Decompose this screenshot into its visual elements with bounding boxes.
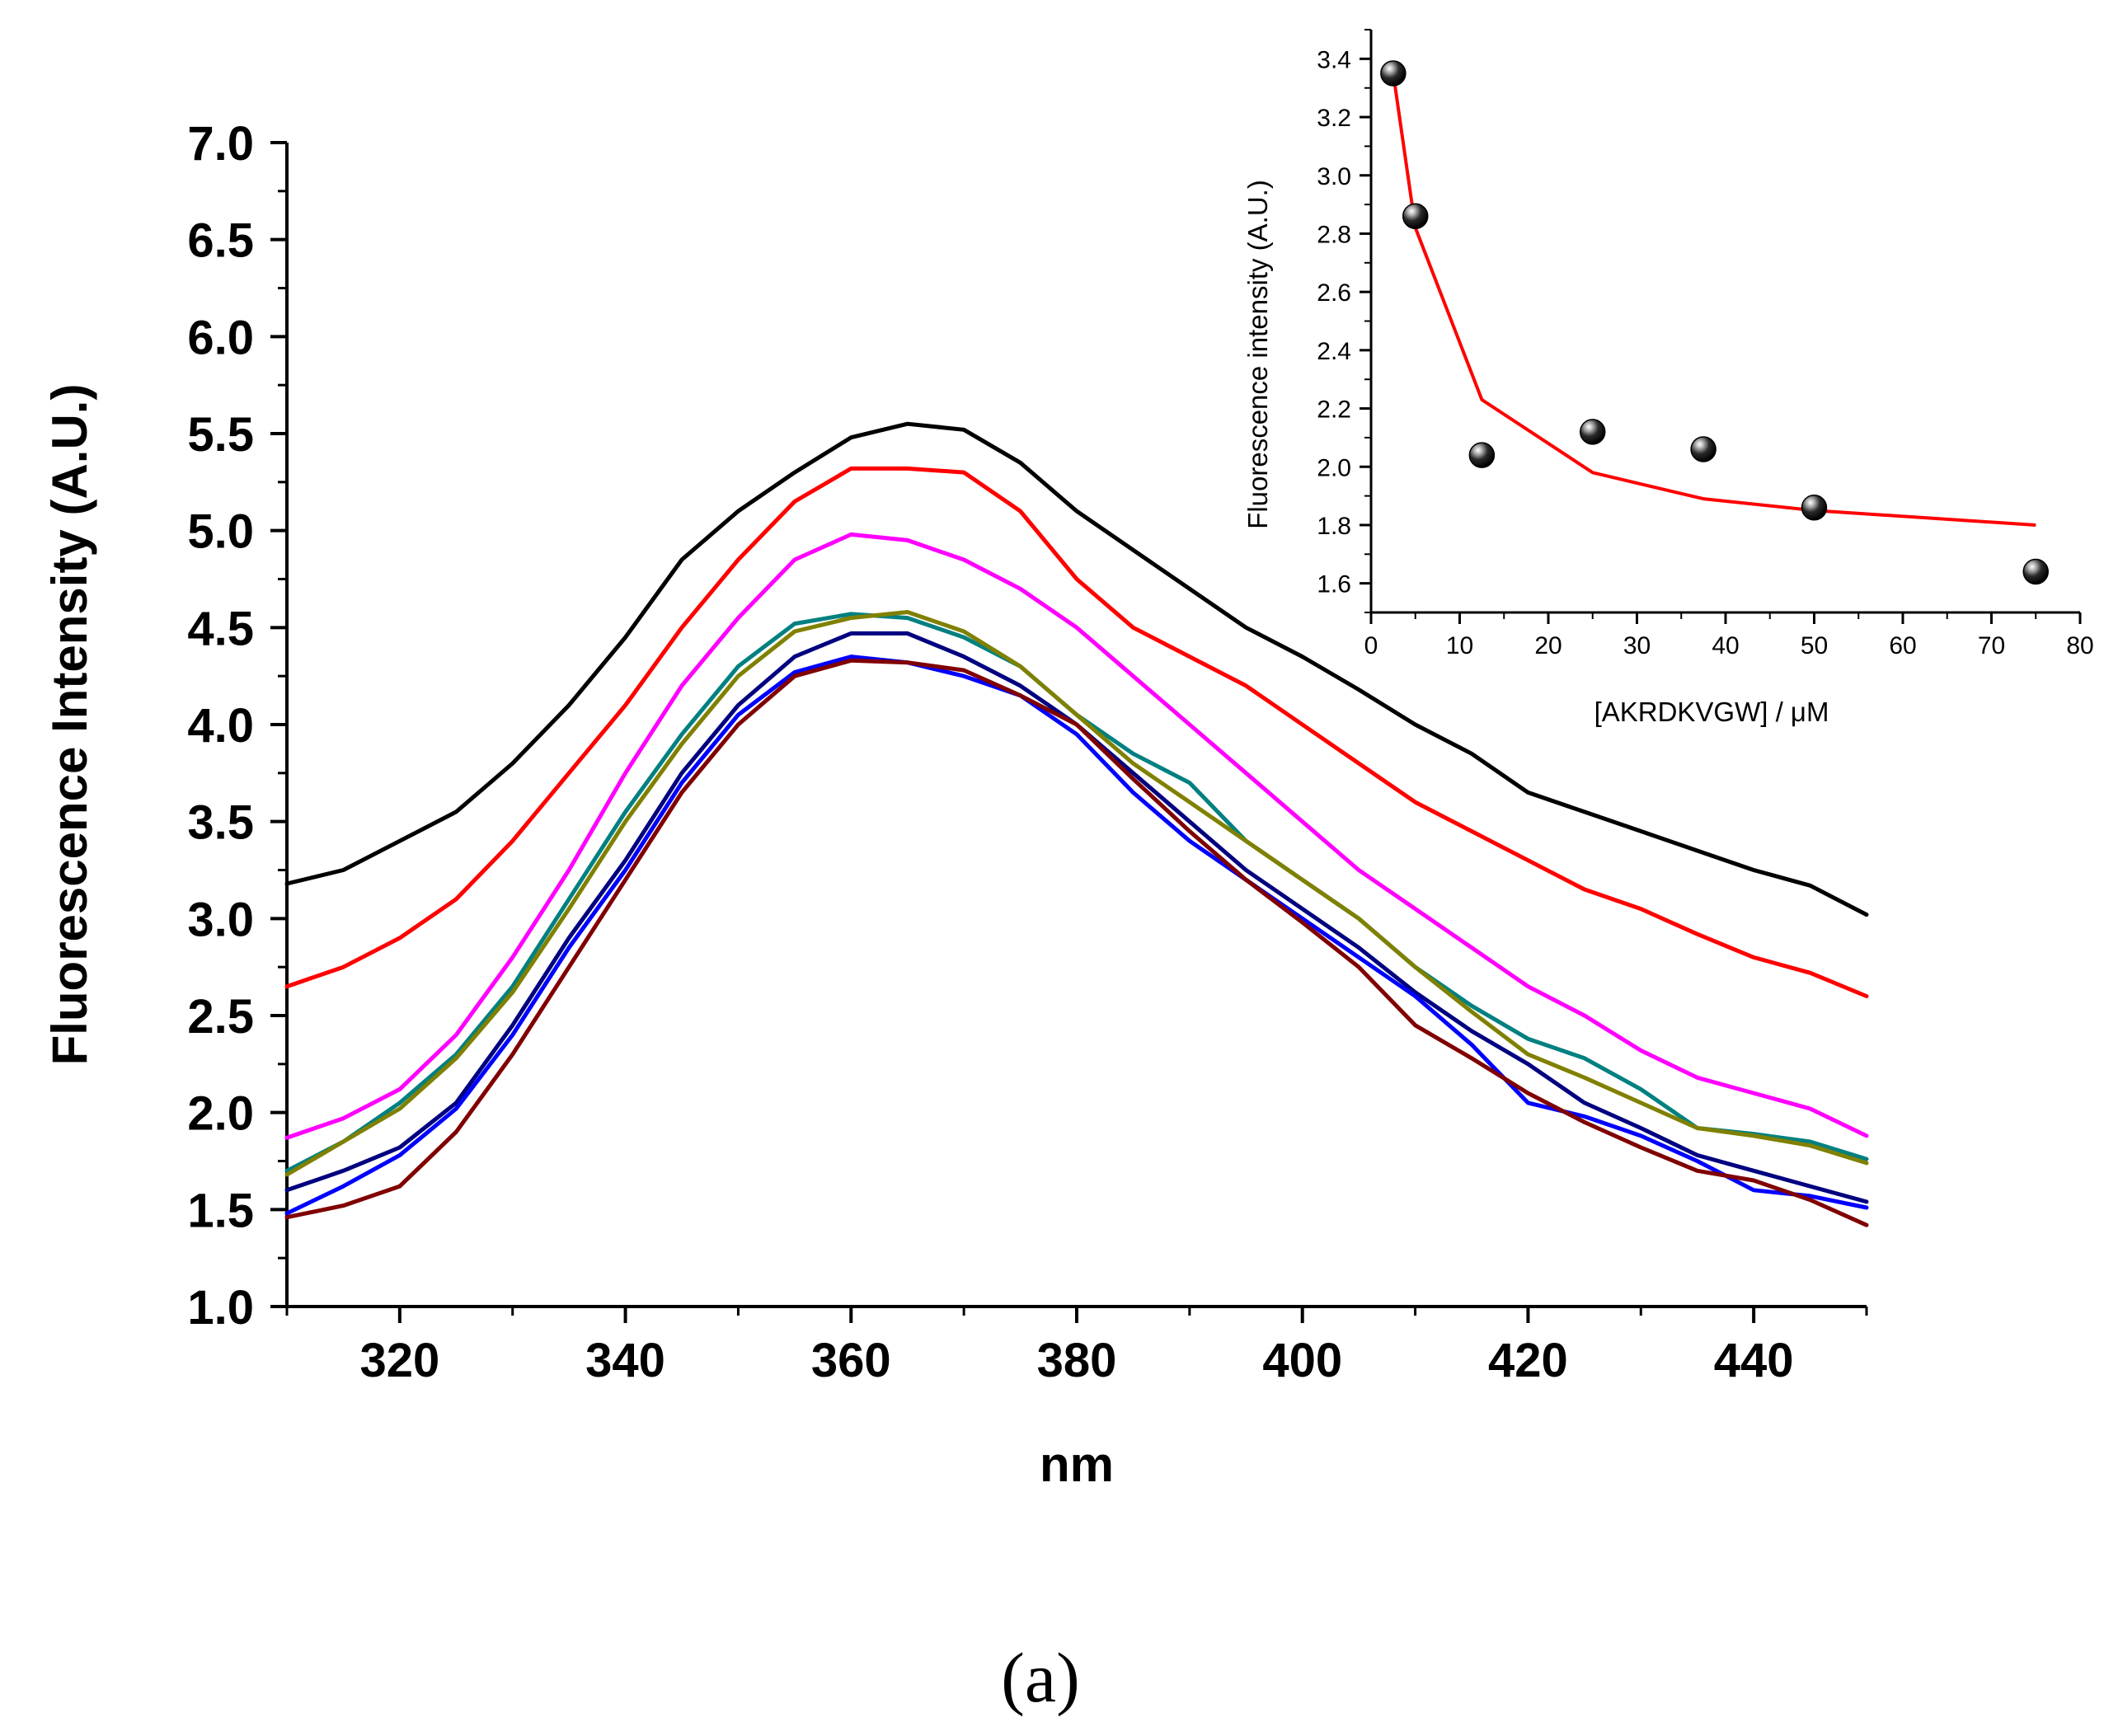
inset-x-tick-label: 50: [1801, 632, 1828, 659]
inset-y-axis-title: Fluorescence intensity (A.U.): [1242, 180, 1273, 529]
inset-data-point: [2022, 558, 2049, 585]
main-y-tick-label: 2.5: [187, 990, 254, 1044]
main-tick-labels: 320 340 360 380 400 420 4401.01.52.02.53.03.54…: [187, 117, 1793, 1387]
inset-x-tick-label: 60: [1889, 632, 1916, 659]
inset-x-axis-title: [AKRDKVGW] / μM: [1594, 697, 1829, 727]
main-y-tick-label: 4.0: [187, 699, 254, 753]
main-y-tick-label: 3.0: [187, 893, 254, 946]
series-line-olive: [284, 610, 1869, 1177]
series-line-dark-red: [284, 658, 1869, 1227]
inset-ticks: [1360, 29, 2082, 624]
inset-x-tick-label: 40: [1712, 632, 1739, 659]
main-y-tick-label: 5.0: [187, 505, 254, 559]
inset-data-point: [1580, 419, 1606, 445]
main-y-tick-label: 6.5: [187, 214, 254, 268]
inset-y-tick-label: 2.8: [1317, 221, 1351, 248]
inset-y-tick-label: 3.2: [1317, 105, 1351, 132]
inset-data-point: [1690, 436, 1716, 462]
inset-tick-labels: 0 10 20 30 40 50 60 70 80 1.6 1.8 2.0 2.2 2.4 2.6 2.8 3.…: [1317, 46, 2093, 659]
inset-x-tick-label: 70: [1978, 632, 2005, 659]
main-y-tick-label: 2.0: [187, 1087, 254, 1141]
main-x-tick-label: 380: [1037, 1334, 1117, 1387]
main-y-tick-label: 4.5: [187, 602, 254, 655]
inset-x-tick-label: 80: [2066, 632, 2093, 659]
inset-y-tick-label: 3.0: [1317, 163, 1351, 190]
series-line-magenta: [284, 532, 1869, 1140]
main-chart: 320 340 360 380 400 420 4401.01.52.02.53.03.54…: [42, 117, 1869, 1492]
main-y-tick-label: 3.5: [187, 796, 254, 850]
main-x-tick-label: 320: [359, 1334, 439, 1387]
inset-y-tick-label: 2.2: [1317, 396, 1351, 424]
inset-y-tick-label: 2.4: [1317, 338, 1351, 365]
inset-y-tick-label: 1.6: [1317, 571, 1351, 598]
main-y-tick-label: 1.0: [187, 1281, 254, 1335]
main-x-tick-label: 440: [1714, 1334, 1794, 1387]
inset-x-tick-label: 10: [1446, 632, 1473, 659]
main-y-tick-label: 5.5: [187, 408, 254, 462]
panel-label: (a): [1001, 1638, 1079, 1717]
inset-data-point: [1801, 494, 1828, 521]
main-ticks: [270, 141, 1868, 1323]
series-line-blue: [284, 655, 1869, 1216]
main-y-tick-label: 1.5: [187, 1184, 254, 1237]
main-x-tick-label: 420: [1488, 1334, 1568, 1387]
main-x-tick-label: 360: [811, 1334, 891, 1387]
inset-points: [1380, 60, 2049, 585]
inset-data-point: [1380, 60, 1407, 87]
main-y-tick-label: 6.0: [187, 311, 254, 364]
series-line-red: [284, 466, 1869, 998]
inset-y-tick-label: 1.8: [1317, 513, 1351, 540]
main-y-tick-label: 7.0: [187, 117, 254, 171]
main-series: [284, 421, 1869, 1227]
inset-x-tick-label: 30: [1623, 632, 1651, 659]
inset-y-tick-label: 2.0: [1317, 454, 1351, 481]
series-line-black: [284, 421, 1869, 917]
inset-data-point: [1402, 203, 1429, 229]
inset-chart: 0 10 20 30 40 50 60 70 80 1.6 1.8 2.0 2.2 2.4 2.6 2.8 3.…: [1242, 29, 2094, 727]
main-x-axis-title: nm: [1040, 1437, 1114, 1492]
inset-y-tick-label: 3.4: [1317, 46, 1351, 73]
main-y-axis-title: Fluorescence Intensity (A.U.): [42, 384, 97, 1066]
main-x-tick-label: 400: [1262, 1334, 1342, 1387]
inset-x-tick-label: 0: [1364, 632, 1378, 659]
inset-data-point: [1468, 442, 1496, 468]
inset-y-tick-label: 2.6: [1317, 279, 1351, 307]
main-x-tick-label: 340: [585, 1334, 665, 1387]
inset-x-tick-label: 20: [1534, 632, 1561, 659]
